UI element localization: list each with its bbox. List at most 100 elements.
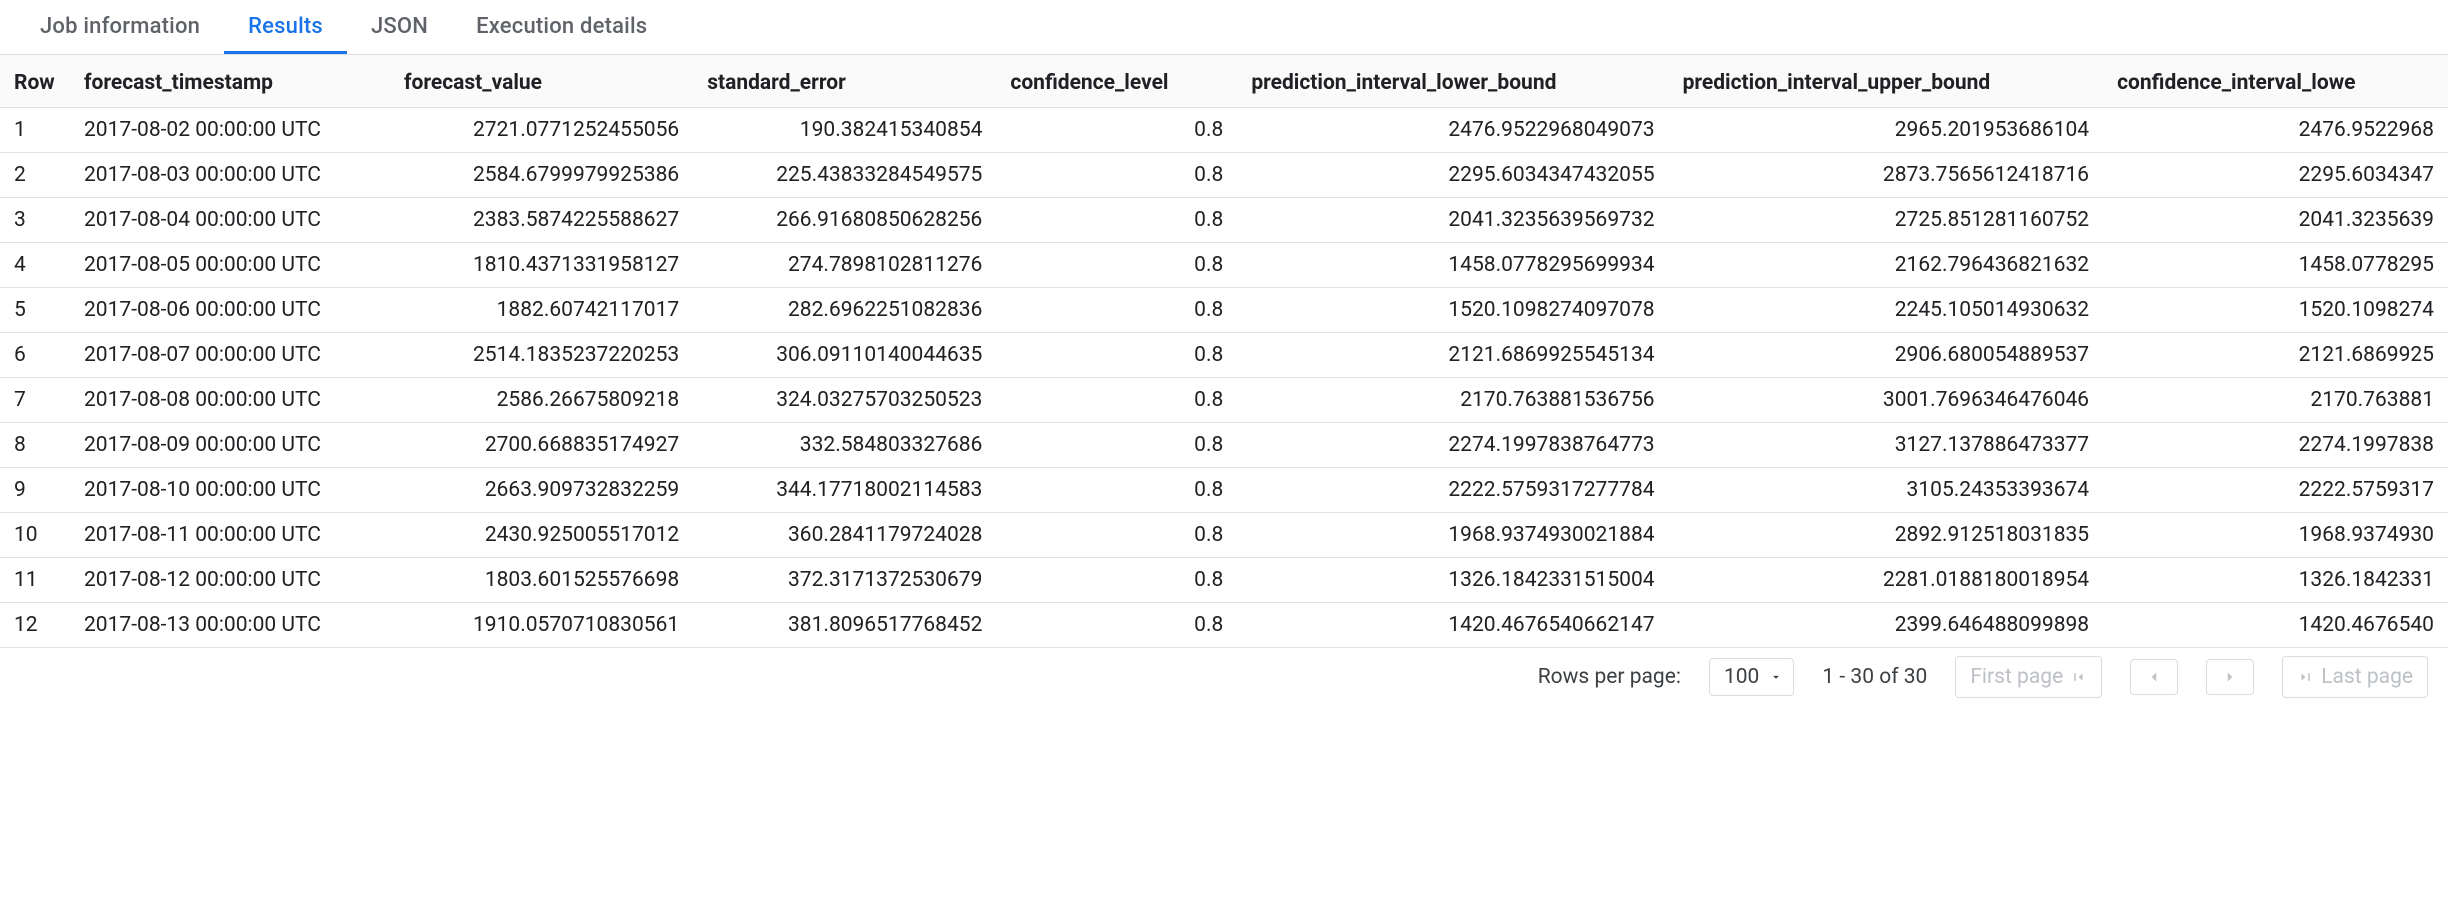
cell-forecast_value: 2584.6799979925386	[390, 153, 693, 198]
cell-confidence_interval_lower: 2476.9522968	[2103, 108, 2448, 153]
cell-forecast_value: 2663.909732832259	[390, 468, 693, 513]
table-row: 12017-08-02 00:00:00 UTC2721.07712524550…	[0, 108, 2448, 153]
cell-confidence_level: 0.8	[996, 243, 1237, 288]
cell-standard_error: 324.03275703250523	[693, 378, 996, 423]
cell-prediction_interval_upper_bound: 2399.646488099898	[1669, 603, 2104, 648]
results-table: Rowforecast_timestampforecast_valuestand…	[0, 55, 2448, 648]
column-header-prediction_interval_lower_bound[interactable]: prediction_interval_lower_bound	[1237, 55, 1668, 108]
tab-json[interactable]: JSON	[347, 0, 452, 54]
column-header-forecast_timestamp[interactable]: forecast_timestamp	[70, 55, 390, 108]
table-row: 32017-08-04 00:00:00 UTC2383.58742255886…	[0, 198, 2448, 243]
cell-forecast_value: 2383.5874225588627	[390, 198, 693, 243]
cell-prediction_interval_lower_bound: 1420.4676540662147	[1237, 603, 1668, 648]
cell-confidence_level: 0.8	[996, 198, 1237, 243]
cell-row: 8	[0, 423, 70, 468]
cell-confidence_level: 0.8	[996, 333, 1237, 378]
cell-forecast_timestamp: 2017-08-11 00:00:00 UTC	[70, 513, 390, 558]
column-header-prediction_interval_upper_bound[interactable]: prediction_interval_upper_bound	[1669, 55, 2104, 108]
cell-prediction_interval_upper_bound: 3127.137886473377	[1669, 423, 2104, 468]
cell-standard_error: 274.7898102811276	[693, 243, 996, 288]
pagination-bar: Rows per page: 100 1 - 30 of 30 First pa…	[0, 648, 2448, 700]
chevron-right-icon	[2221, 668, 2239, 686]
cell-confidence_interval_lower: 2274.1997838	[2103, 423, 2448, 468]
cell-standard_error: 332.584803327686	[693, 423, 996, 468]
cell-forecast_timestamp: 2017-08-13 00:00:00 UTC	[70, 603, 390, 648]
cell-forecast_value: 2721.0771252455056	[390, 108, 693, 153]
cell-confidence_level: 0.8	[996, 288, 1237, 333]
column-header-forecast_value[interactable]: forecast_value	[390, 55, 693, 108]
tab-results[interactable]: Results	[224, 0, 347, 54]
cell-standard_error: 282.6962251082836	[693, 288, 996, 333]
cell-prediction_interval_upper_bound: 3001.7696346476046	[1669, 378, 2104, 423]
caret-down-icon	[1769, 670, 1783, 684]
column-header-row[interactable]: Row	[0, 55, 70, 108]
cell-prediction_interval_upper_bound: 2725.851281160752	[1669, 198, 2104, 243]
cell-confidence_level: 0.8	[996, 378, 1237, 423]
cell-prediction_interval_lower_bound: 2295.6034347432055	[1237, 153, 1668, 198]
last-page-button[interactable]: Last page	[2282, 656, 2428, 698]
rows-per-page-value: 100	[1724, 665, 1759, 689]
cell-confidence_interval_lower: 1968.9374930	[2103, 513, 2448, 558]
cell-confidence_interval_lower: 1420.4676540	[2103, 603, 2448, 648]
table-header-row: Rowforecast_timestampforecast_valuestand…	[0, 55, 2448, 108]
cell-confidence_level: 0.8	[996, 558, 1237, 603]
cell-forecast_value: 2586.26675809218	[390, 378, 693, 423]
cell-row: 6	[0, 333, 70, 378]
table-row: 102017-08-11 00:00:00 UTC2430.9250055170…	[0, 513, 2448, 558]
cell-standard_error: 225.43833284549575	[693, 153, 996, 198]
cell-forecast_timestamp: 2017-08-07 00:00:00 UTC	[70, 333, 390, 378]
cell-prediction_interval_upper_bound: 2162.796436821632	[1669, 243, 2104, 288]
cell-forecast_timestamp: 2017-08-09 00:00:00 UTC	[70, 423, 390, 468]
cell-row: 4	[0, 243, 70, 288]
cell-confidence_interval_lower: 1326.1842331	[2103, 558, 2448, 603]
cell-confidence_level: 0.8	[996, 513, 1237, 558]
table-row: 112017-08-12 00:00:00 UTC1803.6015255766…	[0, 558, 2448, 603]
column-header-confidence_interval_lower[interactable]: confidence_interval_lowe	[2103, 55, 2448, 108]
cell-prediction_interval_lower_bound: 1458.0778295699934	[1237, 243, 1668, 288]
cell-forecast_timestamp: 2017-08-05 00:00:00 UTC	[70, 243, 390, 288]
first-page-label: First page	[1970, 665, 2063, 689]
prev-page-button[interactable]	[2130, 659, 2178, 695]
table-row: 72017-08-08 00:00:00 UTC2586.26675809218…	[0, 378, 2448, 423]
cell-confidence_level: 0.8	[996, 468, 1237, 513]
cell-forecast_value: 1882.60742117017	[390, 288, 693, 333]
cell-prediction_interval_upper_bound: 2965.201953686104	[1669, 108, 2104, 153]
table-row: 52017-08-06 00:00:00 UTC1882.60742117017…	[0, 288, 2448, 333]
cell-forecast_timestamp: 2017-08-06 00:00:00 UTC	[70, 288, 390, 333]
cell-confidence_interval_lower: 2121.6869925	[2103, 333, 2448, 378]
tab-execution-details[interactable]: Execution details	[452, 0, 671, 54]
cell-forecast_value: 2430.925005517012	[390, 513, 693, 558]
column-header-standard_error[interactable]: standard_error	[693, 55, 996, 108]
cell-prediction_interval_lower_bound: 2121.6869925545134	[1237, 333, 1668, 378]
table-row: 42017-08-05 00:00:00 UTC1810.43713319581…	[0, 243, 2448, 288]
table-row: 92017-08-10 00:00:00 UTC2663.90973283225…	[0, 468, 2448, 513]
cell-forecast_timestamp: 2017-08-02 00:00:00 UTC	[70, 108, 390, 153]
cell-row: 7	[0, 378, 70, 423]
cell-prediction_interval_upper_bound: 2245.105014930632	[1669, 288, 2104, 333]
next-page-button[interactable]	[2206, 659, 2254, 695]
cell-confidence_interval_lower: 2041.3235639	[2103, 198, 2448, 243]
table-row: 82017-08-09 00:00:00 UTC2700.66883517492…	[0, 423, 2448, 468]
rows-per-page-select[interactable]: 100	[1709, 658, 1794, 696]
cell-forecast_timestamp: 2017-08-03 00:00:00 UTC	[70, 153, 390, 198]
cell-row: 9	[0, 468, 70, 513]
cell-prediction_interval_upper_bound: 3105.24353393674	[1669, 468, 2104, 513]
cell-prediction_interval_upper_bound: 2892.912518031835	[1669, 513, 2104, 558]
cell-confidence_interval_lower: 1458.0778295	[2103, 243, 2448, 288]
cell-standard_error: 381.8096517768452	[693, 603, 996, 648]
cell-confidence_level: 0.8	[996, 603, 1237, 648]
cell-prediction_interval_lower_bound: 2170.763881536756	[1237, 378, 1668, 423]
tab-job-information[interactable]: Job information	[16, 0, 224, 54]
cell-forecast_value: 1803.601525576698	[390, 558, 693, 603]
cell-prediction_interval_lower_bound: 2476.9522968049073	[1237, 108, 1668, 153]
rows-per-page-label: Rows per page:	[1538, 665, 1681, 689]
table-row: 62017-08-07 00:00:00 UTC2514.18352372202…	[0, 333, 2448, 378]
cell-forecast_timestamp: 2017-08-10 00:00:00 UTC	[70, 468, 390, 513]
cell-confidence_interval_lower: 2295.6034347	[2103, 153, 2448, 198]
column-header-confidence_level[interactable]: confidence_level	[996, 55, 1237, 108]
cell-row: 10	[0, 513, 70, 558]
cell-forecast_value: 1910.0570710830561	[390, 603, 693, 648]
first-page-button[interactable]: First page	[1955, 656, 2102, 698]
cell-prediction_interval_upper_bound: 2281.0188180018954	[1669, 558, 2104, 603]
last-page-label: Last page	[2321, 665, 2413, 689]
